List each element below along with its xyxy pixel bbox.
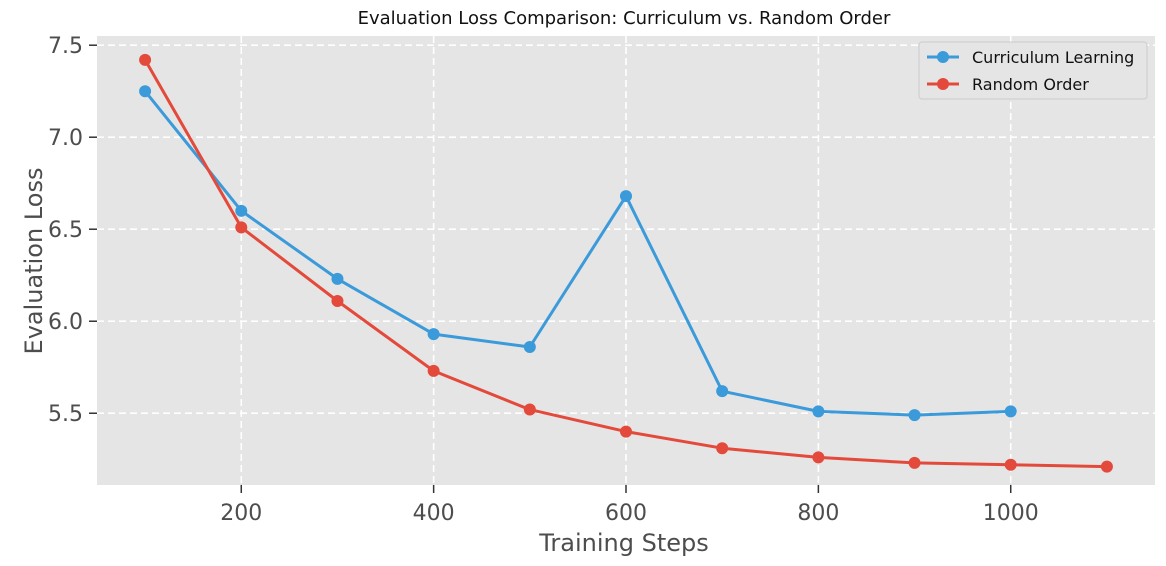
- data-point: [716, 385, 729, 398]
- data-point: [331, 272, 344, 285]
- data-point: [427, 364, 440, 377]
- data-point: [235, 204, 248, 217]
- x-tick-label: 400: [413, 501, 455, 526]
- legend-box: [918, 41, 1148, 100]
- data-point: [620, 425, 632, 438]
- data-point: [427, 328, 440, 341]
- data-point: [523, 340, 536, 353]
- y-tick-label: 6.5: [48, 218, 83, 243]
- data-point: [331, 294, 344, 307]
- y-tick-label: 5.5: [48, 402, 83, 427]
- data-point: [716, 442, 729, 455]
- data-point: [523, 403, 536, 416]
- legend: Curriculum Learning Random Order: [918, 41, 1148, 100]
- data-point: [1004, 458, 1017, 471]
- legend-label: Curriculum Learning: [972, 48, 1134, 67]
- x-tick-label: 200: [220, 501, 262, 526]
- chart-title: Evaluation Loss Comparison: Curriculum v…: [358, 8, 891, 29]
- data-point: [908, 409, 921, 422]
- data-point: [812, 451, 825, 464]
- data-point: [1100, 460, 1113, 473]
- series-lines: [139, 53, 1113, 473]
- y-tick-label: 7.0: [48, 126, 83, 151]
- x-axis-label: Training Steps: [538, 529, 708, 557]
- data-point: [139, 85, 152, 98]
- data-point: [620, 190, 632, 203]
- y-tick-label: 6.0: [48, 310, 83, 335]
- legend-label: Random Order: [972, 75, 1089, 94]
- data-point: [812, 405, 825, 418]
- data-point: [139, 53, 152, 66]
- x-tick-label: 600: [605, 501, 647, 526]
- data-point: [908, 456, 921, 469]
- y-tick-label: 7.5: [48, 34, 83, 59]
- legend-marker: [937, 78, 949, 90]
- legend-marker: [937, 51, 949, 63]
- data-point: [1004, 405, 1017, 418]
- x-tick-label: 1000: [983, 501, 1039, 526]
- data-point: [235, 221, 248, 234]
- series-line-1: [143, 90, 1011, 417]
- x-tick-label: 800: [797, 501, 839, 526]
- y-axis-label: Evaluation Loss: [20, 168, 48, 355]
- axis-ticks: 200 400 600 800 1000 5.5 6.0 6.5 7.0 7.5: [48, 34, 1039, 526]
